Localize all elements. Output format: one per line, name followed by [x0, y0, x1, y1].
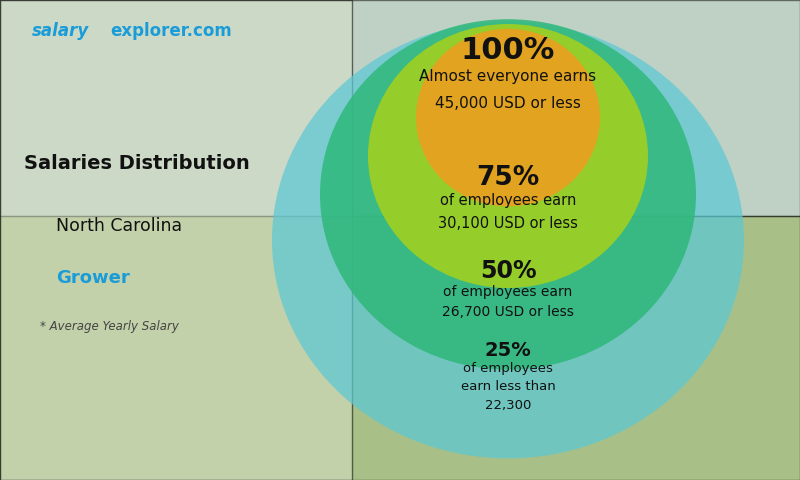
Text: 25%: 25%: [485, 341, 531, 360]
Text: North Carolina: North Carolina: [56, 216, 182, 235]
Ellipse shape: [320, 19, 696, 370]
Ellipse shape: [368, 24, 648, 288]
Text: 30,100 USD or less: 30,100 USD or less: [438, 216, 578, 231]
Text: Grower: Grower: [56, 269, 130, 288]
Text: 50%: 50%: [480, 259, 536, 283]
Text: * Average Yearly Salary: * Average Yearly Salary: [40, 320, 179, 333]
Text: of employees earn: of employees earn: [443, 285, 573, 299]
Text: Almost everyone earns: Almost everyone earns: [419, 69, 597, 84]
FancyBboxPatch shape: [0, 0, 800, 216]
Text: 26,700 USD or less: 26,700 USD or less: [442, 305, 574, 320]
Text: earn less than: earn less than: [461, 380, 555, 394]
Ellipse shape: [416, 29, 600, 206]
Text: of employees earn: of employees earn: [440, 193, 576, 208]
Text: 22,300: 22,300: [485, 398, 531, 412]
Text: explorer.com: explorer.com: [110, 22, 232, 40]
Text: of employees: of employees: [463, 362, 553, 375]
Text: 100%: 100%: [461, 36, 555, 65]
Text: 75%: 75%: [476, 165, 540, 191]
Text: salary: salary: [32, 22, 90, 40]
Text: 45,000 USD or less: 45,000 USD or less: [435, 96, 581, 111]
Text: Salaries Distribution: Salaries Distribution: [24, 154, 250, 173]
FancyBboxPatch shape: [0, 216, 800, 480]
Ellipse shape: [272, 22, 744, 458]
FancyBboxPatch shape: [0, 0, 352, 480]
